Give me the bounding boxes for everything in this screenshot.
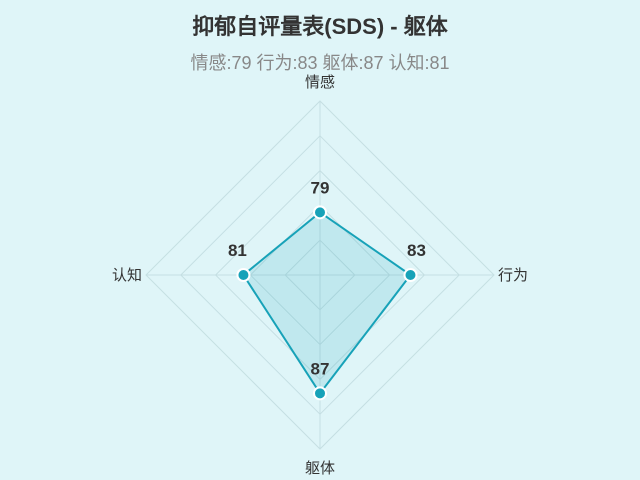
axis-label: 躯体: [305, 460, 335, 477]
chart-subtitle: 情感:79 行为:83 躯体:87 认知:81: [190, 53, 450, 73]
axis-label: 情感: [305, 74, 335, 91]
data-label: 79: [311, 178, 330, 197]
axis-label: 认知: [112, 267, 142, 284]
data-point: [403, 268, 418, 282]
data-label: 87: [311, 359, 330, 378]
data-label: 83: [407, 241, 426, 260]
data-point: [313, 386, 327, 401]
data-point: [313, 205, 327, 220]
axis-label: 行为: [498, 267, 528, 284]
chart-title: 抑郁自评量表(SDS) - 躯体: [192, 14, 448, 39]
data-point: [236, 268, 251, 282]
data-label: 81: [228, 241, 247, 260]
